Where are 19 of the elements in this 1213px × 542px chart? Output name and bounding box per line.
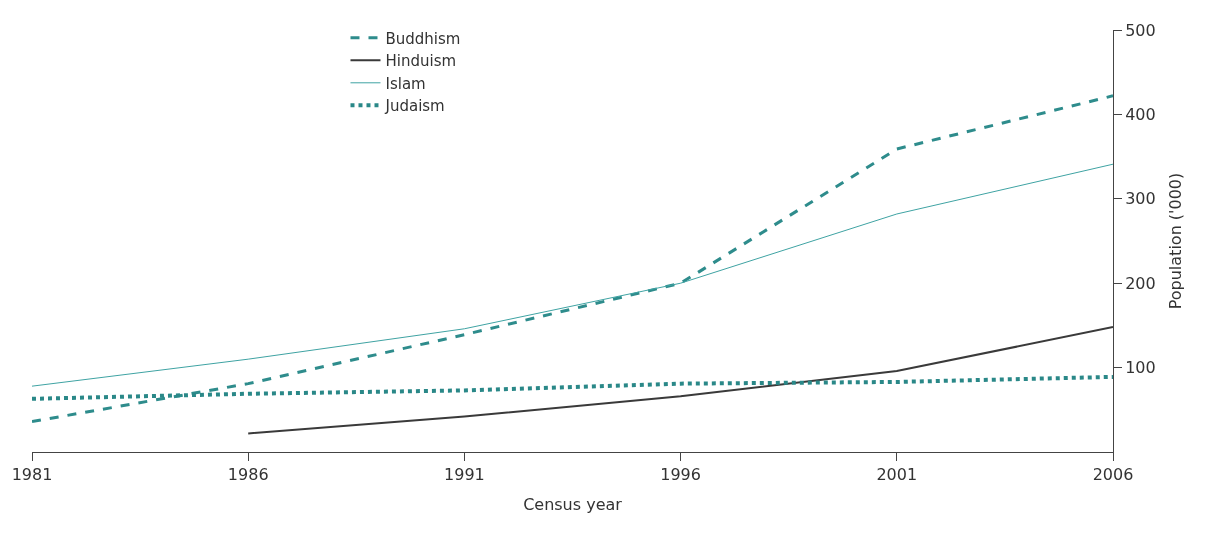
x-tick-label: 2001 <box>876 465 918 485</box>
legend-label: Buddhism <box>385 29 461 48</box>
line-series <box>32 163 1113 387</box>
y-tick-label: 500 <box>1125 20 1156 40</box>
x-tick-label: 1991 <box>444 465 485 485</box>
legend-label: Judaism <box>384 97 445 116</box>
x-tick-label: 1981 <box>11 465 53 485</box>
legend-label: Islam <box>385 74 426 93</box>
x-tick-label: 1986 <box>227 465 269 485</box>
y-tick-label: 400 <box>1125 105 1156 124</box>
line-series <box>32 94 1113 424</box>
y-tick-label: 300 <box>1125 189 1156 209</box>
y-axis-title: Population ('000) <box>1166 172 1186 310</box>
x-tick-label: 1996 <box>660 465 701 485</box>
y-tick-label: 200 <box>1125 273 1156 293</box>
y-tick-label: 100 <box>1125 358 1156 378</box>
x-tick-label: 2006 <box>1092 465 1134 485</box>
legend-label: Hinduism <box>385 52 457 71</box>
x-axis-title: Census year <box>523 494 623 514</box>
